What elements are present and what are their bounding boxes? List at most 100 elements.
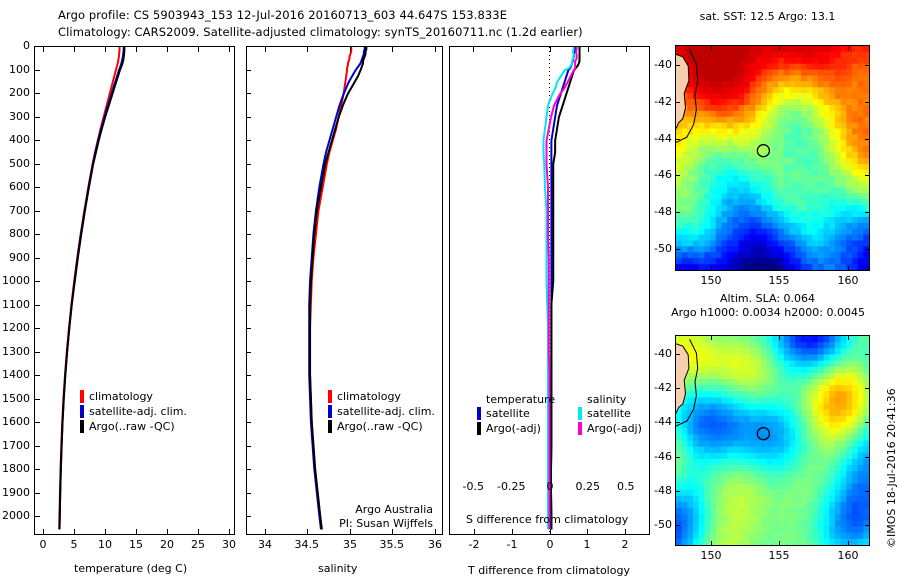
grid-cell (749, 163, 757, 171)
grid-cell (863, 397, 869, 405)
sst-map-area (676, 46, 869, 270)
grid-cell (744, 391, 751, 399)
grid-cell (755, 428, 762, 435)
grid-cell (761, 81, 768, 88)
grid-cell (710, 434, 717, 442)
grid-cell (749, 140, 757, 147)
grid-cell (749, 403, 757, 411)
grid-cell (772, 240, 779, 248)
grid-cell (727, 508, 734, 515)
grid-cell (772, 140, 779, 147)
grid-cell (783, 63, 791, 71)
axis-tick-label: -48 (654, 205, 672, 218)
grid-cell (806, 110, 813, 118)
axis-tick-label: 2 (621, 538, 629, 551)
grid-cell (789, 391, 796, 399)
grid-cell (806, 146, 813, 153)
grid-cell (721, 93, 728, 100)
legend-item: Argo(..raw -QC) (80, 419, 187, 434)
grid-cell (744, 428, 751, 435)
grid-cell (761, 446, 768, 454)
grid-cell (766, 187, 774, 194)
legend-label: climatology (337, 390, 401, 403)
grid-cell (834, 501, 842, 509)
grid-cell (851, 264, 859, 270)
grid-cell (761, 366, 768, 374)
grid-cell (863, 128, 869, 136)
grid-cell (749, 397, 757, 405)
grid-cell (806, 258, 813, 265)
grid-cell (749, 372, 757, 380)
axis-tick (136, 46, 137, 52)
grid-cell (778, 222, 785, 230)
axis-tick-label: -0.25 (497, 480, 526, 493)
grid-cell (676, 158, 683, 165)
grid-cell (783, 452, 791, 460)
grid-cell (834, 75, 842, 82)
axis-tick (307, 46, 308, 52)
grid-cell (783, 122, 791, 130)
grid-cell (829, 458, 836, 466)
grid-cell (772, 104, 779, 112)
grid-cell (846, 104, 853, 112)
grid-cell (744, 187, 751, 194)
axis-tick-label: 200 (9, 86, 30, 99)
grid-cell (851, 489, 859, 497)
grid-cell (846, 211, 853, 218)
axis-tick-label: -46 (654, 450, 672, 463)
grid-cell (744, 360, 751, 368)
grid-cell (778, 372, 785, 380)
grid-cell (857, 87, 864, 94)
grid-cell (834, 187, 842, 194)
grid-cell (778, 489, 785, 497)
grid-cell (789, 163, 796, 171)
grid-cell (851, 93, 859, 100)
grid-cell (715, 246, 723, 253)
grid-cell (710, 360, 717, 368)
grid-cell (755, 526, 762, 534)
grid-cell (772, 211, 779, 218)
grid-cell (738, 342, 745, 349)
grid-cell (863, 483, 869, 491)
grid-cell (749, 81, 757, 88)
grid-cell (795, 403, 802, 411)
grid-cell (749, 104, 757, 112)
grid-cell (823, 379, 830, 386)
grid-cell (727, 175, 734, 183)
grid-cell (829, 514, 836, 522)
grid-cell (772, 440, 779, 448)
grid-cell (749, 205, 757, 212)
grid-cell (749, 134, 757, 141)
grid-cell (744, 193, 751, 200)
grid-cell (738, 409, 745, 417)
grid-cell (772, 372, 779, 380)
grid-cell (738, 501, 745, 509)
grid-cell (721, 336, 728, 343)
grid-cell (766, 508, 774, 515)
grid-cell (727, 366, 734, 374)
grid-cell (761, 403, 768, 411)
grid-cell (698, 391, 705, 399)
grid-cell (766, 163, 774, 171)
grid-cell (812, 187, 819, 194)
grid-cell (846, 360, 853, 368)
grid-cell (693, 193, 700, 200)
axis-tick (246, 117, 251, 118)
grid-cell (772, 385, 779, 392)
grid-cell (851, 116, 859, 124)
grid-cell (761, 252, 768, 259)
grid-cell (693, 483, 700, 491)
grid-cell (715, 495, 723, 503)
grid-cell (727, 246, 734, 253)
grid-cell (693, 122, 700, 130)
grid-cell (846, 193, 853, 200)
grid-cell (851, 240, 859, 248)
grid-cell (817, 403, 825, 411)
grid-cell (800, 116, 808, 124)
grid-cell (772, 458, 779, 466)
grid-cell (732, 465, 740, 472)
grid-cell (721, 228, 728, 236)
grid-cell (698, 409, 705, 417)
grid-cell (676, 211, 683, 218)
grid-cell (721, 246, 728, 253)
